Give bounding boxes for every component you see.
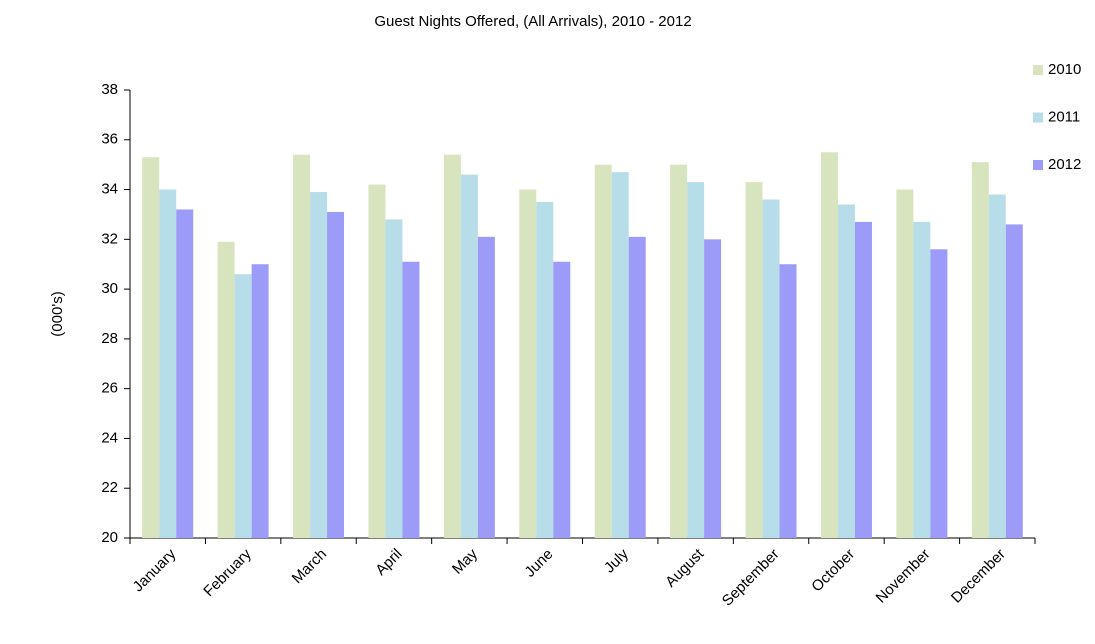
bar (234, 274, 252, 538)
bar (913, 221, 931, 538)
bar (762, 199, 780, 538)
bar (368, 184, 386, 539)
x-tick-label: May (449, 545, 481, 577)
bar (159, 189, 177, 539)
legend-label: 2011 (1048, 108, 1080, 125)
bar (704, 239, 722, 539)
bar (988, 194, 1006, 539)
bar (536, 202, 554, 538)
bar (837, 204, 855, 538)
bar (443, 154, 461, 538)
legend-swatch (1033, 160, 1043, 170)
x-tick-label: February (200, 545, 255, 600)
bar (251, 264, 269, 538)
x-tick-label: June (521, 546, 556, 581)
x-tick-label: September (719, 546, 783, 610)
x-tick-label: April (372, 546, 405, 579)
bar (1005, 224, 1023, 538)
legend-label: 2010 (1048, 61, 1081, 78)
y-tick-label: 36 (101, 131, 118, 148)
bar (460, 174, 478, 538)
bar (402, 261, 420, 538)
y-tick-label: 38 (101, 81, 118, 98)
y-tick-label: 30 (101, 280, 118, 297)
bar (779, 264, 797, 538)
bar (971, 162, 989, 538)
bar (854, 221, 872, 538)
bar (930, 249, 948, 539)
chart-title: Guest Nights Offered, (All Arrivals), 20… (374, 13, 691, 30)
bar (519, 189, 537, 539)
bar (293, 154, 311, 538)
x-tick-label: November (873, 546, 934, 607)
x-tick-label: August (662, 545, 708, 591)
bar (611, 172, 629, 538)
bar (477, 236, 495, 538)
y-tick-label: 20 (101, 529, 118, 546)
y-tick-label: 34 (101, 181, 118, 198)
bar (553, 261, 571, 538)
y-tick-label: 22 (101, 479, 118, 496)
bar (896, 189, 914, 539)
bar (628, 236, 646, 538)
y-tick-label: 26 (101, 380, 118, 397)
x-tick-label: October (808, 546, 858, 596)
x-tick-label: December (948, 546, 1009, 607)
legend-label: 2012 (1048, 156, 1081, 173)
y-tick-label: 24 (101, 429, 118, 446)
y-tick-label: 32 (101, 230, 118, 247)
x-tick-label: January (130, 545, 180, 595)
bar (142, 157, 160, 538)
bar (217, 241, 235, 539)
bar (385, 219, 403, 538)
x-tick-label: March (289, 546, 330, 587)
legend-swatch (1033, 112, 1043, 123)
bar (594, 164, 612, 538)
bar (176, 209, 194, 538)
legend-swatch (1033, 65, 1043, 75)
bar (670, 164, 688, 538)
y-tick-label: 28 (101, 330, 118, 347)
x-tick-label: July (601, 545, 632, 576)
bar (820, 152, 838, 538)
bar (310, 192, 328, 539)
bar (327, 211, 345, 538)
y-axis-label: (000's) (49, 291, 66, 336)
bar (687, 182, 705, 539)
bar (745, 182, 763, 539)
